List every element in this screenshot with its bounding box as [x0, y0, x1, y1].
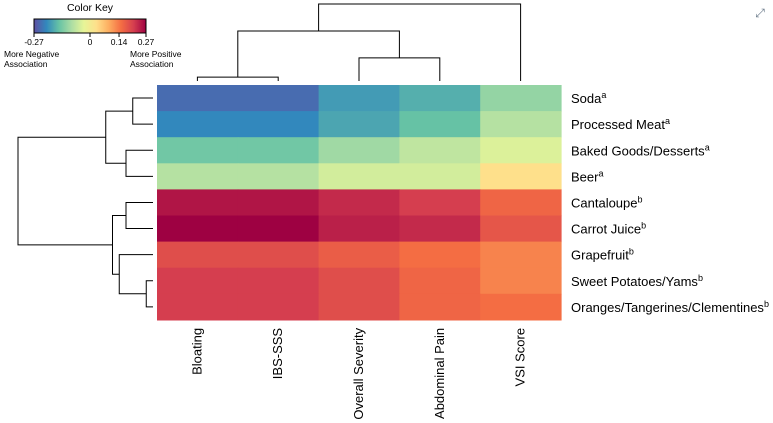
- heatmap-cell: [480, 267, 562, 295]
- column-label: VSI Score: [513, 328, 528, 387]
- row-label: Grapefruitb: [571, 247, 634, 263]
- dendrogram-branch: [17, 136, 113, 246]
- color-key-annotation: Association: [4, 59, 48, 69]
- color-key-annotation: More Positive: [130, 49, 182, 59]
- heatmap-cell: [237, 215, 320, 243]
- heatmap-cell: [237, 137, 320, 164]
- heatmap-cell: [399, 241, 481, 269]
- row-label: Oranges/Tangerines/Clementinesb: [571, 299, 769, 315]
- heatmap-cell: [399, 163, 481, 190]
- heatmap-cell: [480, 111, 562, 138]
- row-label-superscript: b: [764, 299, 769, 309]
- heatmap-cell: [480, 137, 562, 164]
- column-labels: Bloating IBS-SSS Overall Severity Abdominal…: [189, 327, 527, 419]
- heatmap-cell: [318, 267, 400, 295]
- dendrogram-branch: [237, 30, 400, 78]
- heatmap-cell: [157, 267, 239, 295]
- column-label: Abdominal Pain: [432, 328, 447, 419]
- row-label-superscript: a: [705, 142, 710, 152]
- heatmap-cell: [480, 215, 562, 243]
- column-dendrogram: [196, 3, 522, 81]
- heatmap-cell: [318, 215, 400, 243]
- heatmap-cell: [480, 189, 562, 217]
- heatmap-cell: [237, 85, 320, 112]
- row-label: Baked Goods/Dessertsa: [571, 142, 710, 158]
- heatmap-cell: [399, 111, 481, 138]
- dendrogram-branch: [105, 110, 133, 164]
- dendrogram-branch: [125, 201, 153, 230]
- color-key-annotation: More Negative: [4, 49, 60, 59]
- heatmap-cell: [237, 189, 320, 217]
- color-key-tick-label: 0.14: [111, 37, 128, 47]
- color-key-annotation: Association: [130, 59, 174, 69]
- dendrogram-branch: [118, 254, 153, 295]
- heatmap-cell: [480, 293, 562, 321]
- heatmap-cell: [237, 163, 320, 190]
- heatmap-cell: [237, 111, 320, 138]
- heatmap-cell: [318, 85, 400, 112]
- row-label-superscript: b: [641, 221, 646, 231]
- heatmap-cell: [157, 189, 239, 217]
- heatmap-cell: [318, 241, 400, 269]
- color-key-tick-label: 0.27: [138, 37, 155, 47]
- dendrogram-branch: [196, 76, 279, 81]
- row-dendrogram: [17, 97, 153, 308]
- color-key-bar: [33, 18, 147, 34]
- heatmap-cell: [399, 137, 481, 164]
- heatmap-cell: [480, 163, 562, 190]
- heatmap-cell: [157, 85, 239, 112]
- row-label-superscript: a: [665, 116, 670, 126]
- heatmap-cell: [480, 241, 562, 269]
- heatmap-cell: [157, 215, 239, 243]
- dendrogram-branch: [125, 149, 153, 177]
- heatmap-cell: [399, 267, 481, 295]
- row-label: Sweet Potatoes/Yamsb: [571, 273, 703, 289]
- heatmap-cell: [237, 293, 320, 321]
- dendrogram-branch: [145, 280, 153, 308]
- heatmap-cell: [318, 189, 400, 217]
- column-label: Overall Severity: [351, 327, 366, 419]
- row-labels: Sodaa Processed Meata Baked Goods/Desserts…: [571, 90, 769, 315]
- dendrogram-branch: [318, 3, 522, 81]
- color-key-tick-label: -0.27: [24, 37, 44, 47]
- row-label: Processed Meata: [571, 116, 670, 132]
- heatmap-cell: [318, 163, 400, 190]
- heatmap-cell: [399, 293, 481, 321]
- heatmap-cell: [399, 215, 481, 243]
- row-label: Sodaa: [571, 90, 606, 106]
- color-key-title: Color Key: [67, 2, 114, 14]
- row-label-superscript: b: [638, 194, 643, 204]
- heatmap-cell: [157, 241, 239, 269]
- dendrogram-branch: [132, 97, 153, 125]
- heatmap-cells: [157, 85, 562, 321]
- row-label-superscript: a: [598, 168, 603, 178]
- heatmap-cell: [318, 137, 400, 164]
- heatmap-cell: [237, 267, 320, 295]
- column-label: IBS-SSS: [270, 328, 285, 380]
- row-label: Cantaloupeb: [571, 194, 643, 210]
- color-key-tick-label: 0: [88, 37, 93, 47]
- row-label: Beera: [571, 168, 603, 184]
- heatmap-cell: [157, 137, 239, 164]
- heatmap-cell: [157, 163, 239, 190]
- heatmap-cell: [399, 85, 481, 112]
- heatmap-cell: [318, 111, 400, 138]
- row-label-superscript: b: [629, 247, 634, 257]
- heatmap-cell: [237, 241, 320, 269]
- heatmap-cell: [399, 189, 481, 217]
- column-label: Bloating: [189, 328, 204, 375]
- heatmap-cell: [318, 293, 400, 321]
- row-label: Carrot Juiceb: [571, 221, 646, 237]
- expand-icon[interactable]: ⤢: [755, 6, 765, 20]
- heatmap-cell: [480, 85, 562, 112]
- heatmap-cell: [157, 293, 239, 321]
- row-label-superscript: b: [698, 273, 703, 283]
- dendrogram-branch: [358, 57, 441, 81]
- row-label-superscript: a: [601, 90, 606, 100]
- heatmap-cell: [157, 111, 239, 138]
